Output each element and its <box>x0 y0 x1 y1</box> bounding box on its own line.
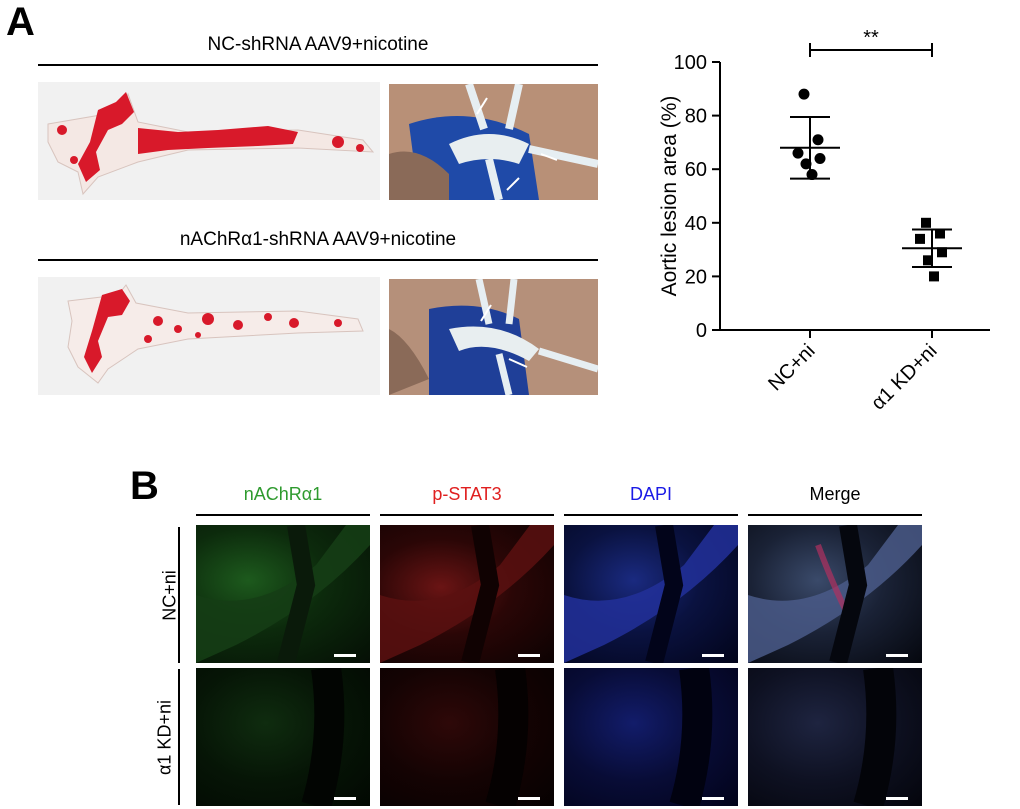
channel-rule-merge <box>748 514 922 516</box>
row2-rule <box>38 259 598 261</box>
channel-title-nachr: nAChRα1 <box>243 484 323 504</box>
y-tick-label: 60 <box>685 159 707 181</box>
significance-label: ** <box>863 27 879 49</box>
scalebar-kd-pstat3 <box>518 797 540 800</box>
panel-b-letter: B <box>130 464 159 508</box>
data-point <box>923 255 933 266</box>
tile-kd-nachr <box>196 668 370 806</box>
panel-a-letter: A <box>6 0 35 44</box>
tile-nc-merge <box>748 525 922 663</box>
data-point <box>915 233 925 244</box>
data-point <box>921 217 931 228</box>
row-bar-kd <box>178 669 180 805</box>
data-point <box>800 158 812 170</box>
scalebar-kd-nachr <box>334 797 356 800</box>
data-point <box>935 228 945 239</box>
row1-caption: NC-shRNA AAV9+nicotine <box>207 34 429 55</box>
row2-caption: nAChRα1-shRNA AAV9+nicotine <box>179 229 457 250</box>
y-tick-label: 0 <box>696 320 707 342</box>
channel-title-merge: Merge <box>809 484 861 504</box>
data-point <box>929 271 939 282</box>
scalebar-nc-merge <box>886 654 908 657</box>
tile-kd-merge <box>748 668 922 806</box>
scalebar-nc-dapi <box>702 654 724 657</box>
data-point <box>812 134 824 146</box>
row-label-nc: NC+ni <box>159 570 180 621</box>
aorta-photo-nc <box>38 82 380 200</box>
data-point <box>806 169 818 181</box>
microscope-photo-kd <box>389 279 598 395</box>
data-point <box>798 88 810 100</box>
x-tick-label: α1 KD+ni <box>867 340 941 414</box>
channel-rule-pstat3 <box>380 514 554 516</box>
microscope-photo-nc <box>389 84 598 200</box>
row1-rule <box>38 64 598 66</box>
y-tick-label: 20 <box>685 266 707 288</box>
scalebar-nc-nachr <box>334 654 356 657</box>
tile-nc-nachr <box>196 525 370 663</box>
tile-kd-dapi <box>564 668 738 806</box>
y-axis-label: Aortic lesion area (%) <box>658 96 681 297</box>
row-bar-nc <box>178 527 180 663</box>
channel-title-pstat3: p-STAT3 <box>432 484 502 504</box>
tile-kd-pstat3 <box>380 668 554 806</box>
aorta-photo-kd <box>38 277 380 395</box>
data-point <box>792 147 804 159</box>
lesion-area-chart: 0 20 40 60 80 100 Aortic lesion area (%) NC+ni α… <box>658 27 990 414</box>
y-tick-label: 80 <box>685 106 707 128</box>
scalebar-kd-dapi <box>702 797 724 800</box>
tile-nc-dapi <box>564 525 738 663</box>
scalebar-kd-merge <box>886 797 908 800</box>
y-tick-label: 40 <box>685 213 707 235</box>
channel-rule-dapi <box>564 514 738 516</box>
channel-title-dapi: DAPI <box>629 484 672 504</box>
data-point <box>937 247 947 258</box>
x-tick-label: NC+ni <box>764 340 819 395</box>
channel-rule-nachr <box>196 514 370 516</box>
data-point <box>814 152 826 164</box>
y-tick-label: 100 <box>674 52 707 74</box>
row-label-kd: α1 KD+ni <box>154 700 175 775</box>
scalebar-nc-pstat3 <box>518 654 540 657</box>
tile-nc-pstat3 <box>380 525 554 663</box>
